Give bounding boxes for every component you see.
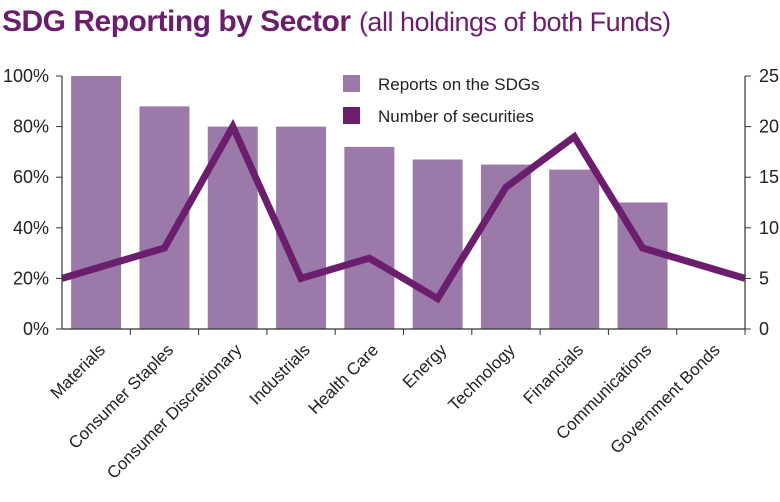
category-label: Financials (520, 340, 588, 408)
category-label: Consumer Discretionary (103, 340, 246, 483)
left-tick-label: 100% (3, 66, 49, 86)
bar-energy (412, 159, 463, 329)
bar-series (71, 76, 668, 329)
bar-financials (549, 169, 600, 329)
left-tick-label: 60% (13, 167, 49, 187)
chart-title-sub: (all holdings of both Funds) (358, 7, 671, 37)
category-label: Health Care (305, 340, 383, 418)
category-label: Materials (47, 340, 109, 402)
left-tick-label: 80% (13, 117, 49, 137)
right-tick-label: 20 (759, 117, 779, 137)
bar-materials (71, 76, 122, 329)
left-tick-label: 20% (13, 268, 49, 288)
category-label: Energy (399, 340, 451, 392)
bar-health-care (344, 146, 395, 329)
category-label: Industrials (246, 340, 314, 408)
left-tick-label: 0% (23, 319, 49, 339)
legend: Reports on the SDGs Number of securities (343, 75, 540, 126)
legend-bar-swatch (343, 75, 360, 92)
left-tick-label: 40% (13, 218, 49, 238)
chart-title-main: SDG Reporting by Sector (2, 5, 351, 38)
axes (56, 75, 751, 335)
right-tick-label: 0 (759, 319, 769, 339)
tick-labels: 0% 20% 40% 60% 80% 100% 0 5 10 15 20 25 (3, 66, 779, 339)
category-label: Technology (445, 340, 520, 415)
right-tick-label: 5 (759, 268, 769, 288)
legend-line-swatch (343, 107, 360, 124)
right-tick-label: 25 (759, 66, 779, 86)
right-tick-label: 10 (759, 218, 779, 238)
bar-industrials (276, 126, 327, 329)
chart-title: SDG Reporting by Sector (all holdings of… (2, 2, 671, 39)
line-series (61, 118, 746, 304)
right-tick-label: 15 (759, 167, 779, 187)
legend-bar-label: Reports on the SDGs (378, 75, 540, 94)
legend-line-label: Number of securities (378, 107, 534, 126)
securities-line (61, 118, 746, 304)
